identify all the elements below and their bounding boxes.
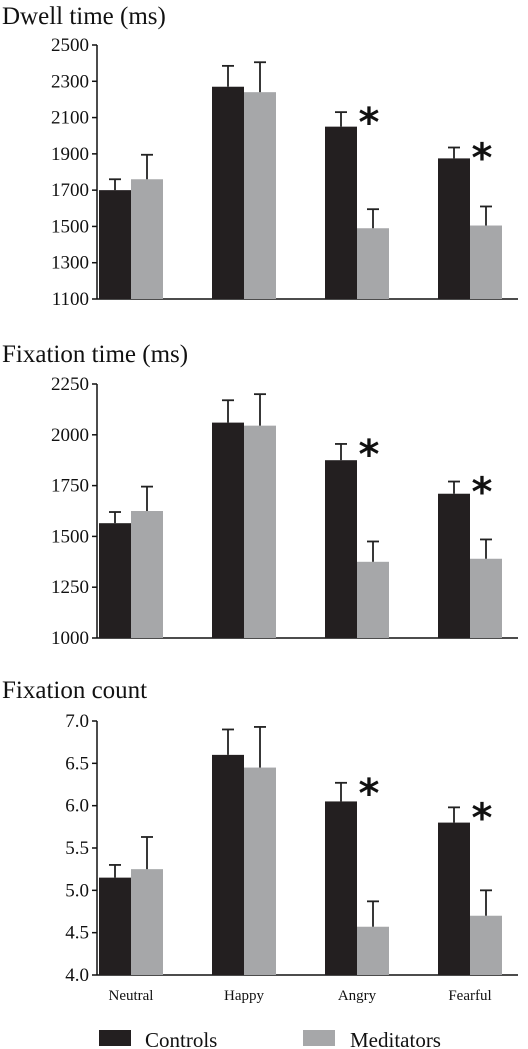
significance-star: * (359, 432, 380, 478)
bar-controls (438, 822, 470, 975)
legend-swatch-controls (99, 1030, 131, 1046)
bar-controls (325, 460, 357, 638)
bar-meditators (470, 915, 502, 975)
bar-meditators (357, 926, 389, 975)
y-tick-label: 2300 (51, 71, 89, 92)
y-tick-label: 1500 (51, 526, 89, 547)
y-tick-label: 1300 (51, 253, 89, 274)
chart-title: Fixation count (2, 677, 147, 704)
category-labels: Neutral Happy Angry Fearful (109, 988, 492, 1004)
y-tick-label: 4.0 (65, 965, 89, 986)
significance-star: * (472, 136, 493, 182)
x-category-label: Happy (224, 988, 264, 1004)
bar-controls (325, 801, 357, 975)
y-tick-label: 4.5 (65, 923, 89, 944)
y-tick-label: 1000 (51, 628, 89, 649)
bar-controls (212, 86, 244, 299)
x-category-label: Neutral (109, 988, 154, 1004)
bar-meditators (244, 92, 276, 300)
legend: Controls Meditators (99, 1028, 441, 1049)
bar-controls (99, 190, 131, 299)
significance-star: * (472, 470, 493, 516)
y-tick-label: 1100 (52, 289, 89, 310)
bar-controls (438, 158, 470, 299)
y-tick-label: 1750 (51, 476, 89, 497)
bar-controls (99, 877, 131, 975)
chart-panel: Fixation count 4.0 4.5 5.0 5.5 6.0 6.5 7.0 * * (2, 677, 518, 986)
bar-meditators (357, 561, 389, 638)
chart-panel: Fixation time (ms) 1000 1250 1500 1750 2000 22… (2, 341, 518, 649)
bar-meditators (470, 225, 502, 299)
chart-title: Fixation time (ms) (2, 341, 188, 368)
bar-meditators (357, 228, 389, 299)
y-tick-label: 1500 (51, 216, 89, 237)
y-tick-label: 2250 (51, 374, 89, 395)
y-tick-label: 1250 (51, 577, 89, 598)
bar-controls (325, 126, 357, 300)
bar-controls (99, 523, 131, 638)
bar-controls (438, 493, 470, 638)
bar-controls (212, 422, 244, 638)
y-tick-label: 5.5 (65, 838, 89, 859)
y-tick-label: 2100 (51, 108, 89, 129)
significance-star: * (359, 771, 380, 817)
bar-controls (212, 754, 244, 975)
y-tick-label: 6.0 (65, 796, 89, 817)
x-category-label: Fearful (448, 988, 491, 1004)
y-tick-label: 1900 (51, 144, 89, 165)
chart-panel: Dwell time (ms) 1100 1300 1500 1700 1900 2100 2… (2, 3, 518, 310)
chart-panels: Dwell time (ms) 1100 1300 1500 1700 1900 2100 2… (2, 3, 518, 986)
y-tick-label: 2000 (51, 425, 89, 446)
bar-meditators (131, 179, 163, 299)
bar-meditators (131, 511, 163, 638)
y-tick-label: 7.0 (65, 711, 89, 732)
legend-label-meditators: Meditators (350, 1028, 441, 1049)
x-category-label: Angry (338, 988, 377, 1004)
bar-meditators (244, 767, 276, 975)
bar-meditators (131, 869, 163, 975)
bar-meditators (244, 425, 276, 638)
y-tick-label: 1700 (51, 180, 89, 201)
legend-label-controls: Controls (145, 1028, 217, 1049)
significance-star: * (472, 795, 493, 841)
y-tick-label: 6.5 (65, 753, 89, 774)
y-tick-label: 5.0 (65, 880, 89, 901)
legend-swatch-meditators (303, 1030, 335, 1046)
bar-meditators (470, 558, 502, 638)
chart-title: Dwell time (ms) (2, 3, 166, 30)
y-tick-label: 2500 (51, 35, 89, 56)
significance-star: * (359, 100, 380, 146)
